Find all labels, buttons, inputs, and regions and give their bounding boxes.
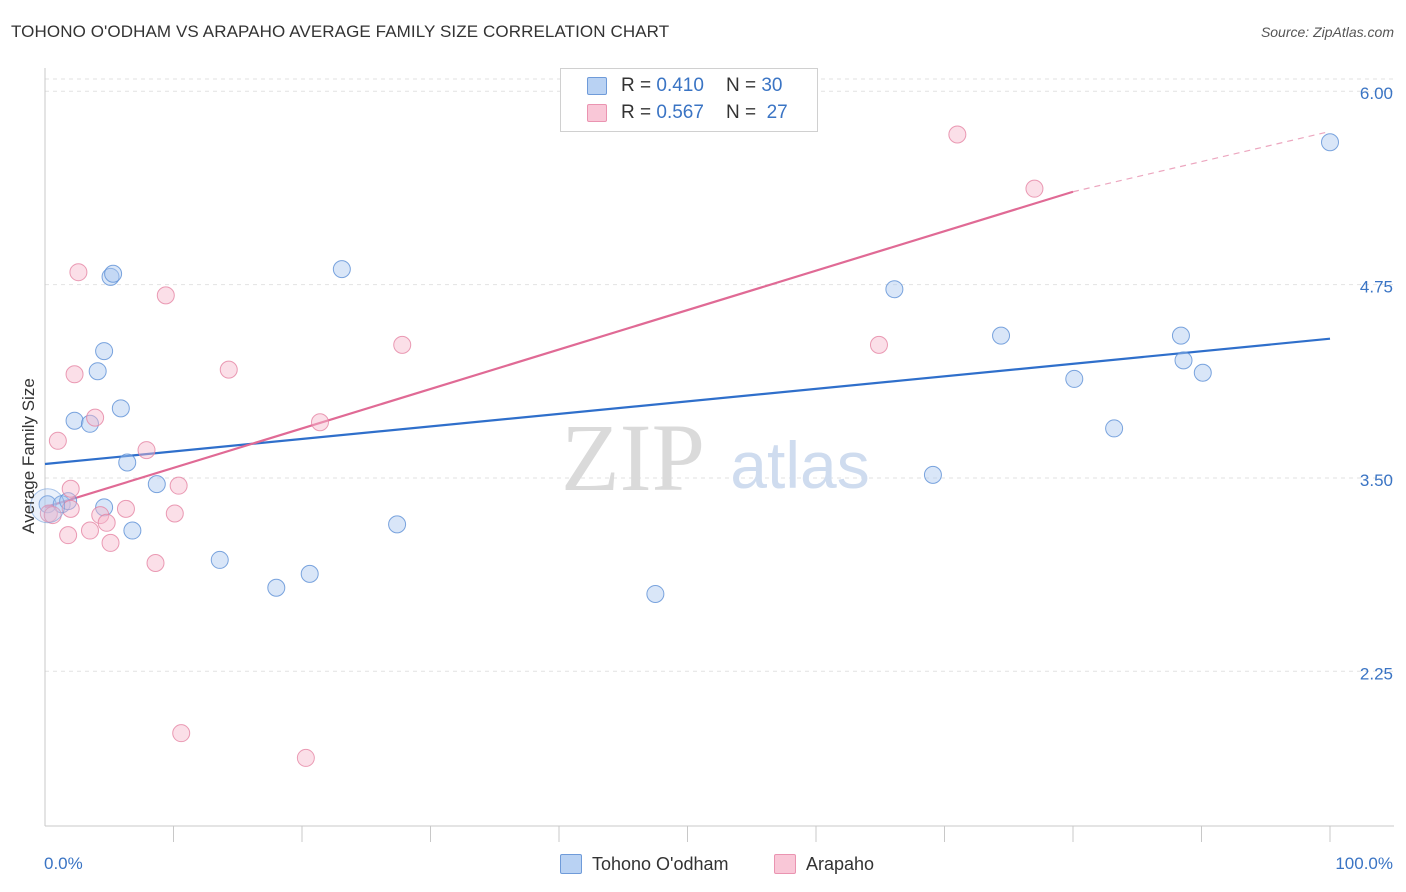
legend-n-value: 30	[761, 75, 783, 96]
point-arapaho	[165, 504, 184, 523]
point-arapaho	[61, 499, 80, 518]
watermark-atlas: atlas	[730, 428, 869, 502]
point-arapaho	[169, 476, 188, 495]
point-arapaho	[91, 506, 110, 525]
point-tohono	[332, 260, 351, 279]
point-arapaho	[80, 521, 99, 540]
point-tohono	[1065, 369, 1084, 388]
point-tohono	[65, 411, 84, 430]
point-tohono	[1174, 351, 1193, 370]
point-arapaho	[101, 533, 120, 552]
trend-line-arapaho-extension	[1072, 130, 1331, 193]
point-tohono	[300, 564, 319, 583]
point-tohono	[210, 550, 229, 569]
point-arapaho	[137, 441, 156, 460]
point-tohono	[1105, 419, 1124, 438]
legend-row-tohono: R = 0.410 N = 30	[587, 73, 782, 99]
point-tohono	[123, 521, 142, 540]
legend-swatch-blue	[587, 77, 607, 95]
chart-title: TOHONO O'ODHAM VS ARAPAHO AVERAGE FAMILY…	[11, 22, 670, 41]
point-arapaho	[296, 748, 315, 767]
y-tick-label: 2.25	[1360, 664, 1393, 683]
legend-r-label: R =	[621, 75, 652, 96]
watermark: ZIP atlas	[561, 404, 870, 511]
trend-line-tohono	[44, 337, 1331, 466]
point-tohono	[923, 465, 942, 484]
point-arapaho	[156, 286, 175, 305]
point-tohono	[267, 578, 286, 597]
watermark-zip: ZIP	[561, 404, 705, 511]
point-arapaho	[43, 506, 62, 525]
point-arapaho	[869, 335, 888, 354]
x-tick-label: 100.0%	[1335, 854, 1393, 873]
axes	[44, 68, 1394, 842]
y-tick-label: 3.50	[1360, 471, 1393, 490]
point-tohono	[885, 280, 904, 299]
legend-r-value: 0.410	[656, 75, 704, 96]
point-tohono	[111, 399, 130, 418]
point-arapaho	[61, 479, 80, 498]
point-tohono	[118, 453, 137, 472]
y-tick-label: 6.00	[1360, 84, 1393, 103]
trend-lines	[44, 130, 1331, 509]
point-arapaho	[393, 335, 412, 354]
point-tohono	[147, 475, 166, 494]
point-arapaho	[1025, 179, 1044, 198]
point-arapaho	[65, 365, 84, 384]
point-tohono	[1171, 326, 1190, 345]
point-arapaho	[69, 263, 88, 282]
legend-swatch-pink	[587, 104, 607, 122]
point-tohono	[1321, 133, 1339, 152]
data-points	[30, 125, 1339, 767]
point-arapaho	[219, 360, 238, 379]
point-arapaho	[97, 513, 116, 532]
legend-r-label: R =	[621, 102, 652, 123]
point-tohono	[88, 362, 107, 381]
x-tick-label: 0.0%	[44, 854, 83, 873]
point-tohono	[95, 342, 114, 361]
point-arapaho	[172, 724, 191, 743]
point-arapaho	[86, 408, 105, 427]
bottom-legend-swatch-blue	[560, 854, 582, 874]
point-tohono	[992, 326, 1011, 345]
point-tohono	[1193, 363, 1212, 382]
point-tohono	[388, 515, 407, 534]
chart-source: Source: ZipAtlas.com	[1260, 24, 1394, 40]
point-arapaho	[948, 125, 967, 144]
point-arapaho	[146, 554, 165, 573]
point-arapaho	[59, 526, 78, 545]
bottom-legend-label: Arapaho	[806, 853, 875, 874]
legend-n-label: N =	[725, 75, 757, 96]
bottom-legend-swatch-pink	[774, 854, 796, 874]
legend-n-value: 27	[766, 102, 788, 123]
tick-labels: 2.25 3.50 4.75 6.00 0.0% 100.0%	[44, 84, 1393, 873]
point-arapaho	[310, 413, 329, 432]
y-axis-label: Average Family Size	[19, 378, 38, 534]
bottom-legend-tohono: Tohono O'odham	[560, 851, 729, 877]
point-arapaho	[48, 431, 67, 450]
grid-lines	[45, 78, 1394, 672]
bottom-legend-label: Tohono O'odham	[592, 853, 729, 874]
correlation-legend: R = 0.410 N = 30 R = 0.567 N = 27	[560, 68, 818, 132]
trend-line-arapaho	[44, 190, 1074, 509]
legend-n-label: N =	[725, 102, 757, 123]
point-tohono	[101, 267, 120, 286]
legend-r-value: 0.567	[656, 102, 704, 123]
point-tohono	[646, 584, 665, 603]
point-arapaho	[116, 499, 135, 518]
point-tohono	[104, 264, 123, 283]
point-cluster	[30, 488, 66, 524]
bottom-legend-arapaho: Arapaho	[774, 851, 874, 877]
legend-row-arapaho: R = 0.567 N = 27	[587, 100, 788, 126]
y-tick-label: 4.75	[1360, 278, 1393, 297]
point-tohono	[38, 495, 57, 514]
